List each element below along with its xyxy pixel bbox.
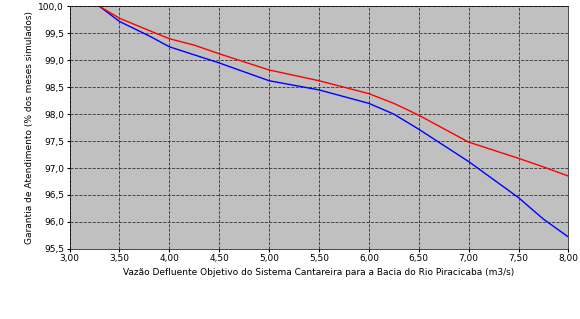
RMSP [191, 43, 198, 47]
RMSP [540, 165, 547, 169]
RMSP [415, 113, 422, 117]
Piracicaba [216, 61, 223, 65]
RMSP [266, 68, 273, 72]
Piracicaba [365, 101, 372, 105]
Piracicaba [465, 160, 472, 163]
Piracicaba [266, 79, 273, 83]
RMSP [465, 140, 472, 144]
RMSP [316, 79, 322, 83]
Piracicaba [146, 34, 153, 38]
RMSP [365, 92, 372, 96]
Piracicaba [515, 196, 522, 200]
RMSP [565, 174, 572, 178]
RMSP [390, 101, 397, 105]
RMSP [166, 37, 173, 41]
X-axis label: Vazão Defluente Objetivo do Sistema Cantareira para a Bacia do Rio Piracicaba (m: Vazão Defluente Objetivo do Sistema Cant… [124, 268, 514, 277]
RMSP [96, 4, 103, 8]
Line: RMSP: RMSP [100, 6, 568, 176]
Piracicaba [565, 235, 572, 239]
Y-axis label: Garantia de Atendimento (% dos meses simulados): Garantia de Atendimento (% dos meses sim… [25, 11, 34, 244]
RMSP [216, 52, 223, 56]
Piracicaba [166, 45, 173, 49]
Piracicaba [96, 4, 103, 8]
Piracicaba [390, 112, 397, 116]
RMSP [515, 156, 522, 160]
Piracicaba [540, 217, 547, 221]
Piracicaba [191, 53, 198, 57]
RMSP [116, 16, 123, 20]
Line: Piracicaba: Piracicaba [100, 6, 568, 237]
Piracicaba [316, 88, 322, 92]
RMSP [146, 29, 153, 33]
Piracicaba [116, 19, 123, 23]
Piracicaba [415, 127, 422, 131]
